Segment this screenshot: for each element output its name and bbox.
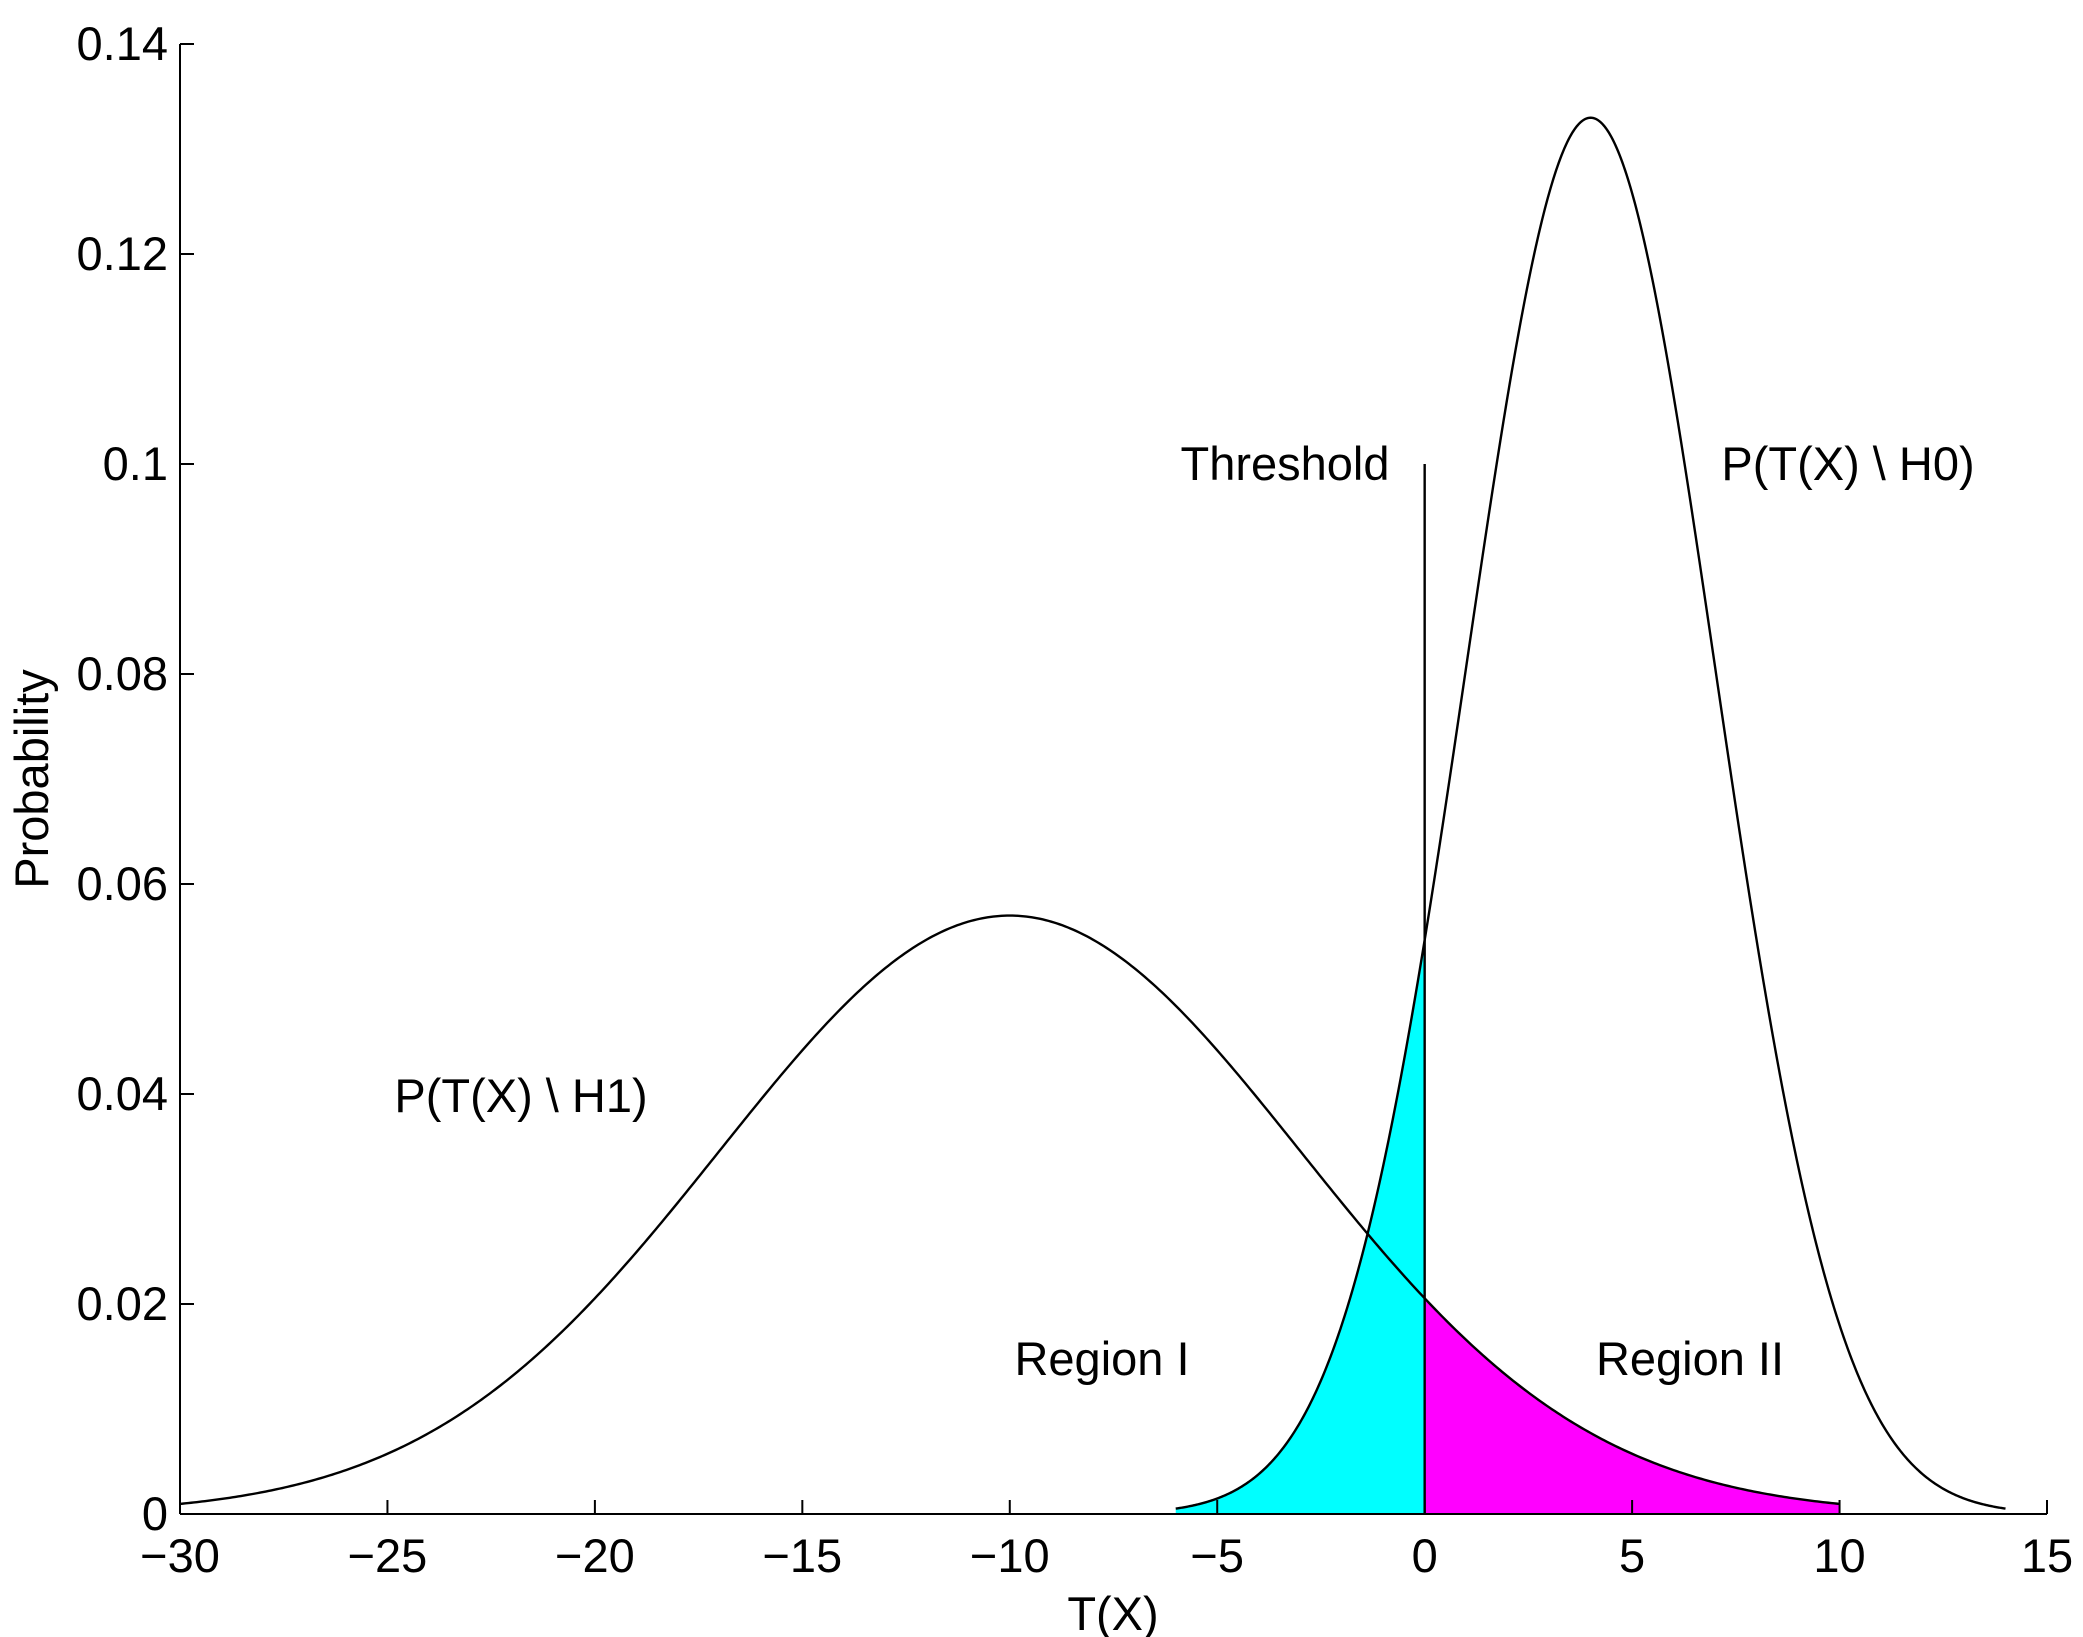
annotations-layer: T(X) Probability Threshold P(T(X) \ H0) …: [5, 437, 1975, 1637]
shaded-region-1: [1175, 939, 1425, 1514]
regions-layer: [1175, 939, 1840, 1514]
y-tick-label: 0.1: [103, 437, 168, 490]
threshold-label: Threshold: [1181, 437, 1390, 490]
x-tick-label: 0: [1412, 1529, 1438, 1582]
region-2-label: Region II: [1596, 1332, 1784, 1385]
y-tick-label: 0.14: [77, 17, 168, 70]
h0-curve-label: P(T(X) \ H0): [1721, 437, 1974, 490]
series-line-h0: [1175, 116, 2006, 1510]
curves-layer: [179, 116, 2006, 1514]
x-tick-label: 10: [1813, 1529, 1865, 1582]
y-tick-label: 0.04: [77, 1067, 168, 1120]
y-axis-label: Probability: [5, 669, 58, 889]
axes-layer: [179, 44, 2047, 1515]
y-tick-label: 0.06: [77, 857, 168, 910]
h1-curve-label: P(T(X) \ H1): [394, 1069, 647, 1122]
series-line-h1: [179, 914, 1840, 1506]
x-tick-label: −30: [140, 1529, 220, 1582]
x-tick-label: −20: [555, 1529, 635, 1582]
y-tick-label: 0.02: [77, 1277, 168, 1330]
x-tick-label: −10: [970, 1529, 1050, 1582]
y-tick-label: 0: [142, 1487, 168, 1540]
region-1-label: Region I: [1014, 1332, 1189, 1385]
x-tick-label: 5: [1619, 1529, 1645, 1582]
ticks-layer: −30 −25 −20 −15 −10 −5 0 5 10 15 0 0.02 0.04 0.06 0.08…: [77, 17, 2074, 1582]
x-tick-label: 15: [2021, 1529, 2073, 1582]
x-tick-label: −15: [762, 1529, 842, 1582]
y-tick-label: 0.12: [77, 227, 168, 280]
x-axis-label: T(X): [1067, 1587, 1158, 1637]
x-tick-label: −25: [348, 1529, 428, 1582]
shaded-region-2: [1424, 1298, 1840, 1514]
y-tick-label: 0.08: [77, 647, 168, 700]
x-tick-label: −5: [1190, 1529, 1244, 1582]
